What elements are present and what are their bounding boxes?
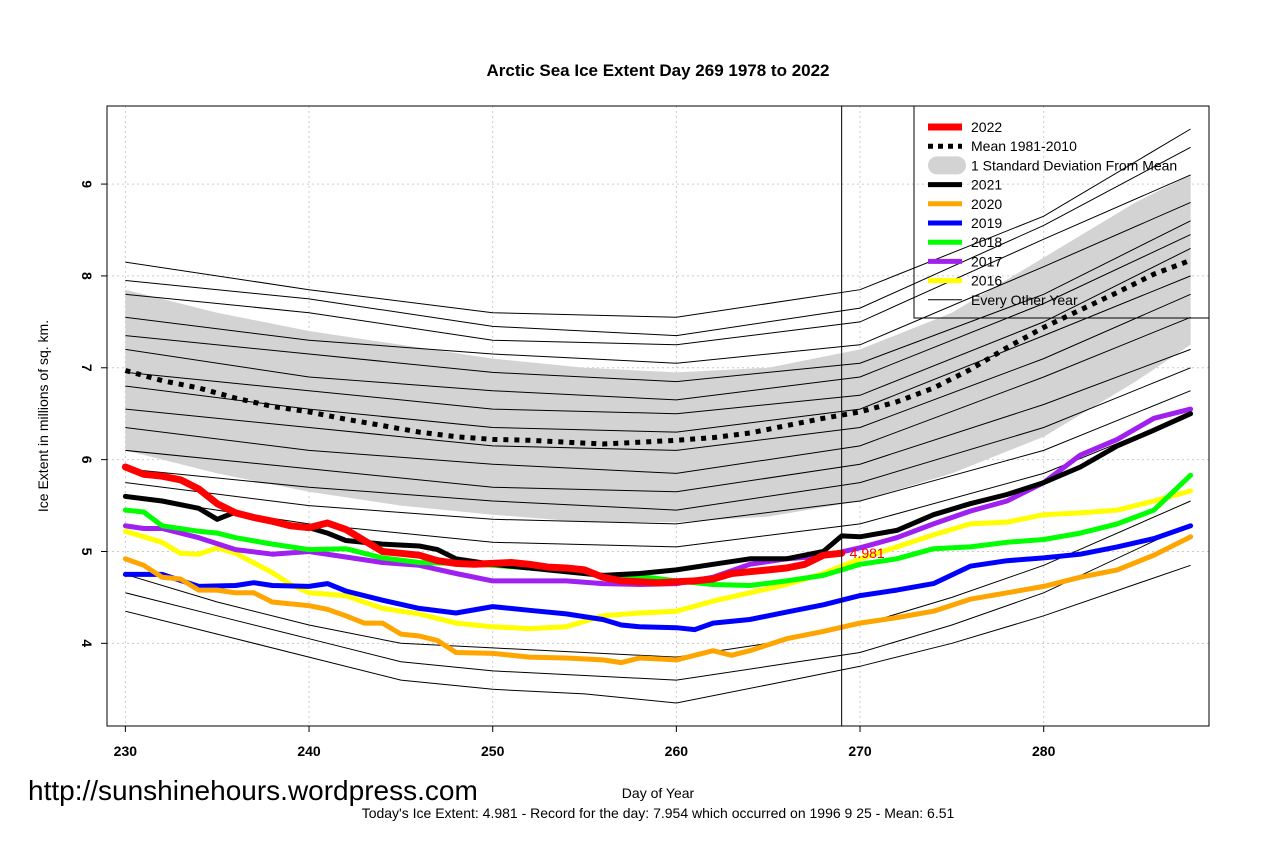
other-year-line	[125, 293, 1191, 451]
chart-title: Arctic Sea Ice Extent Day 269 1978 to 20…	[486, 61, 829, 80]
other-year-line	[125, 275, 1191, 433]
other-year-line	[125, 523, 1191, 681]
other-year-line	[125, 367, 1191, 511]
plot-frame	[106, 105, 1210, 727]
other-year-line	[125, 220, 1191, 383]
x-tick-label: 240	[297, 743, 321, 759]
legend-label: 2017	[971, 253, 1002, 269]
x-tick-label: 230	[114, 743, 138, 759]
other-year-line	[125, 348, 1191, 493]
x-tick-label: 280	[1032, 743, 1056, 759]
legend-label: 2018	[971, 234, 1002, 250]
y-tick-label: 5	[79, 548, 95, 556]
other-year-line	[125, 174, 1191, 346]
legend-label: 2016	[971, 273, 1002, 289]
y-ticks: 4 5 6 7 8 9	[79, 180, 107, 647]
y-tick-label: 7	[79, 364, 95, 372]
legend-box	[913, 105, 1210, 319]
legend-label: 2019	[971, 215, 1002, 231]
legend-swatch-sd-band	[928, 156, 966, 175]
other-year-line	[125, 201, 1191, 364]
other-years-layer	[125, 128, 1191, 704]
legend-label: Mean 1981-2010	[971, 138, 1077, 154]
legend-label: 1 Standard Deviation From Mean	[971, 157, 1177, 173]
legend-label: 2022	[971, 119, 1002, 135]
end-value-label: 4.981	[850, 545, 885, 561]
y-axis-label: Ice Extent in millions of sq. km.	[35, 320, 51, 512]
legend-label: 2021	[971, 177, 1002, 193]
other-year-line	[125, 413, 1191, 548]
series-2016	[122, 488, 1194, 632]
watermark: http://sunshinehours.wordpress.com	[28, 775, 478, 806]
y-tick-label: 9	[79, 180, 95, 188]
y-tick-label: 8	[79, 272, 95, 280]
other-year-line	[125, 146, 1191, 337]
x-tick-label: 260	[665, 743, 689, 759]
other-year-line	[125, 247, 1191, 415]
x-ticks: 230 240 250 260 270 280	[114, 726, 1056, 759]
legend-label: Every Other Year	[971, 292, 1078, 308]
series-2022	[121, 463, 846, 587]
other-year-line	[125, 128, 1191, 318]
y-tick-label: 4	[79, 639, 95, 647]
series-2020	[122, 534, 1194, 666]
marker-layer: 4.981	[841, 106, 885, 726]
other-year-line	[125, 564, 1191, 704]
other-year-line	[125, 316, 1191, 474]
legend-label: 2020	[971, 196, 1002, 212]
series-layer	[121, 257, 1194, 666]
other-year-line	[125, 500, 1191, 658]
series-2019	[122, 523, 1194, 633]
footer-text: Today's Ice Extent: 4.981 - Record for t…	[362, 805, 955, 821]
x-tick-label: 250	[481, 743, 505, 759]
x-tick-label: 270	[848, 743, 872, 759]
other-year-line	[125, 390, 1191, 525]
y-tick-label: 6	[79, 456, 95, 464]
other-year-line	[125, 234, 1191, 401]
legend: 2022 Mean 1981-2010 1 Standard Deviation F…	[913, 105, 1210, 319]
x-axis-label: Day of Year	[622, 785, 695, 801]
series-mean-1981-2010	[124, 257, 1192, 447]
